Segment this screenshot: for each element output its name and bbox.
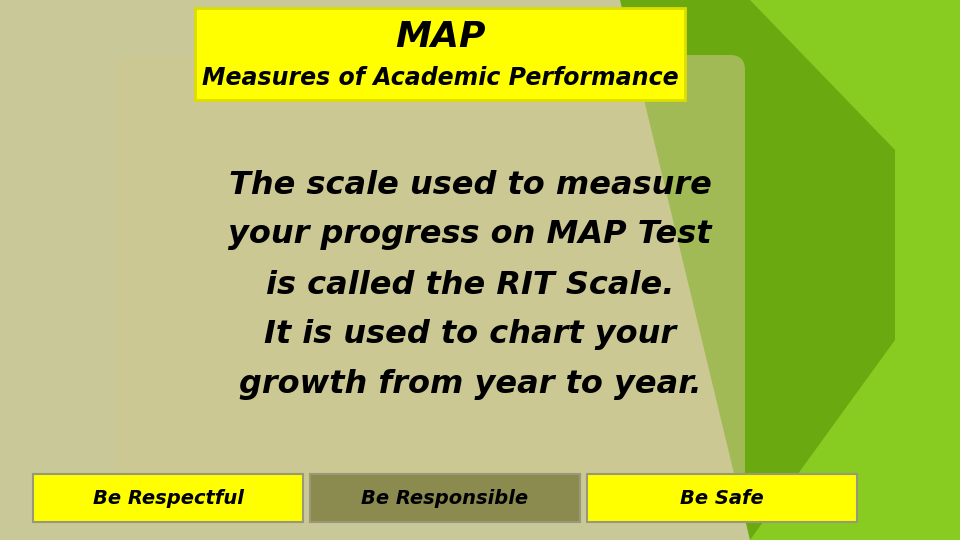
Text: The scale used to measure: The scale used to measure (228, 170, 711, 200)
Text: growth from year to year.: growth from year to year. (239, 369, 702, 401)
Text: Measures of Academic Performance: Measures of Academic Performance (202, 66, 679, 90)
Bar (310, 474, 580, 522)
Bar (587, 474, 857, 522)
Text: is called the RIT Scale.: is called the RIT Scale. (266, 269, 674, 300)
Bar (33, 474, 303, 522)
Text: Be Safe: Be Safe (680, 489, 764, 508)
Bar (195, 8, 685, 100)
Polygon shape (895, 0, 960, 540)
FancyBboxPatch shape (115, 55, 745, 485)
Polygon shape (750, 340, 895, 540)
Text: Be Responsible: Be Responsible (361, 489, 529, 508)
Polygon shape (620, 0, 895, 540)
Text: MAP: MAP (395, 20, 485, 54)
Polygon shape (620, 0, 895, 150)
Text: your progress on MAP Test: your progress on MAP Test (228, 219, 711, 251)
Text: It is used to chart your: It is used to chart your (264, 320, 676, 350)
Text: Be Respectful: Be Respectful (92, 489, 244, 508)
